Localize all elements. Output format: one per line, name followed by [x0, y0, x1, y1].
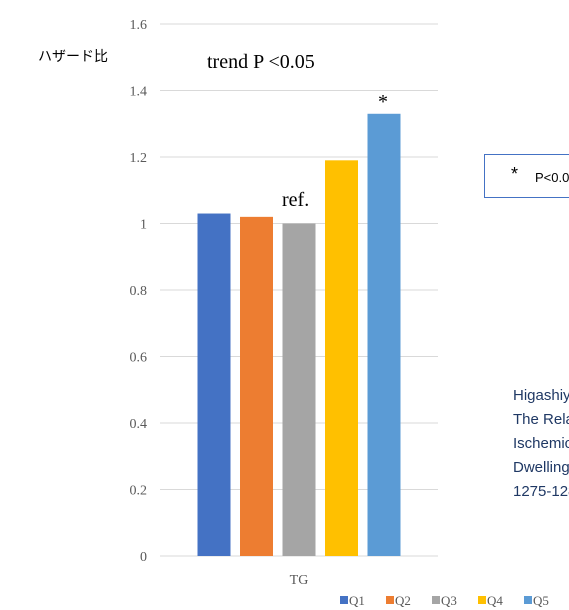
legend-label: Q1 [349, 593, 365, 608]
bars [197, 113, 401, 557]
note-star: * [511, 164, 519, 184]
citation-line-4: Dwelling in Japan. [513, 459, 569, 476]
y-tick-label: 1.4 [130, 85, 148, 100]
significance-note: * P<0.05 [484, 154, 569, 198]
y-tick-label: 0.8 [130, 284, 148, 299]
bar-q3 [282, 223, 316, 556]
y-tick-label: 1.2 [130, 151, 148, 166]
y-tick-label: 0.2 [130, 484, 148, 499]
y-axis-label: ハザード比 [38, 49, 108, 65]
y-tick-label: 0 [140, 550, 147, 565]
x-axis-ticks: TG [290, 573, 309, 588]
bar-q2 [240, 216, 273, 556]
note-text: P<0.05 [535, 170, 569, 185]
legend-label: Q5 [533, 593, 549, 608]
legend: Q1 Q2 Q3 Q4 Q5 [340, 593, 549, 608]
legend-swatch [340, 596, 348, 604]
citation: Higashiyama A, et al. The Relationship B… [513, 384, 569, 504]
y-tick-label: 1 [140, 218, 147, 233]
y-tick-label: 0.4 [130, 417, 148, 432]
significance-marker: * [378, 91, 388, 113]
y-axis-ticks: 0 0.2 0.4 0.6 0.8 1 1.2 1.4 1.6 [130, 18, 148, 565]
y-tick-label: 0.6 [130, 351, 148, 366]
citation-line-5: 1275-1286. [513, 483, 569, 500]
y-tick-label: 1.6 [130, 18, 148, 33]
ref-annotation: ref. [282, 189, 309, 211]
legend-swatch [432, 596, 440, 604]
legend-label: Q4 [487, 593, 503, 608]
bar-q5 [367, 113, 401, 557]
citation-line-1: Higashiyama A, et al. [513, 387, 569, 404]
x-tick-label: TG [290, 573, 309, 588]
bar-q1 [197, 213, 231, 556]
legend-swatch [524, 596, 532, 604]
bar-q4 [325, 160, 358, 556]
trend-annotation: trend P <0.05 [207, 51, 315, 73]
legend-swatch [478, 596, 486, 604]
legend-label: Q3 [441, 593, 457, 608]
legend-label: Q2 [395, 593, 411, 608]
citation-line-2: The Relationship Between [513, 411, 569, 428]
citation-line-3: Ischemic Stroke and [513, 435, 569, 452]
legend-swatch [386, 596, 394, 604]
